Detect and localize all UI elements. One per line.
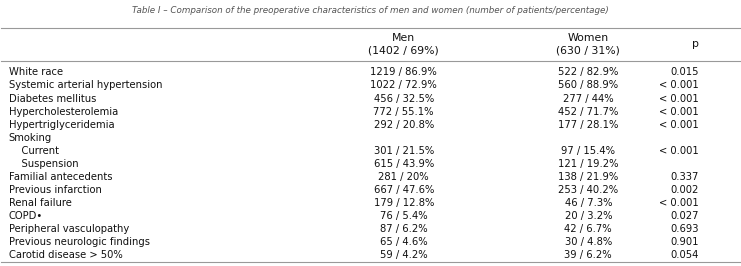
Text: 0.901: 0.901 — [671, 237, 699, 247]
Text: 277 / 44%: 277 / 44% — [563, 94, 614, 103]
Text: 0.002: 0.002 — [671, 185, 699, 195]
Text: 615 / 43.9%: 615 / 43.9% — [373, 159, 433, 169]
Text: Smoking: Smoking — [9, 133, 52, 143]
Text: White race: White race — [9, 67, 63, 77]
Text: 30 / 4.8%: 30 / 4.8% — [565, 237, 612, 247]
Text: 1219 / 86.9%: 1219 / 86.9% — [370, 67, 437, 77]
Text: 0.337: 0.337 — [671, 172, 699, 182]
Text: 522 / 82.9%: 522 / 82.9% — [558, 67, 619, 77]
Text: 0.054: 0.054 — [671, 251, 699, 260]
Text: COPD•: COPD• — [9, 211, 43, 221]
Text: 292 / 20.8%: 292 / 20.8% — [373, 120, 433, 130]
Text: Carotid disease > 50%: Carotid disease > 50% — [9, 251, 122, 260]
Text: 456 / 32.5%: 456 / 32.5% — [373, 94, 433, 103]
Text: 59 / 4.2%: 59 / 4.2% — [380, 251, 428, 260]
Text: 138 / 21.9%: 138 / 21.9% — [558, 172, 619, 182]
Text: 1022 / 72.9%: 1022 / 72.9% — [370, 81, 437, 90]
Text: 65 / 4.6%: 65 / 4.6% — [380, 237, 428, 247]
Text: Hypercholesterolemia: Hypercholesterolemia — [9, 107, 118, 117]
Text: Women
(630 / 31%): Women (630 / 31%) — [556, 32, 620, 56]
Text: Peripheral vasculopathy: Peripheral vasculopathy — [9, 224, 129, 234]
Text: 0.015: 0.015 — [671, 67, 699, 77]
Text: < 0.001: < 0.001 — [659, 94, 699, 103]
Text: Previous neurologic findings: Previous neurologic findings — [9, 237, 150, 247]
Text: Renal failure: Renal failure — [9, 198, 72, 208]
Text: 560 / 88.9%: 560 / 88.9% — [558, 81, 618, 90]
Text: 667 / 47.6%: 667 / 47.6% — [373, 185, 434, 195]
Text: 0.027: 0.027 — [671, 211, 699, 221]
Text: 20 / 3.2%: 20 / 3.2% — [565, 211, 612, 221]
Text: 39 / 6.2%: 39 / 6.2% — [565, 251, 612, 260]
Text: 0.693: 0.693 — [671, 224, 699, 234]
Text: 177 / 28.1%: 177 / 28.1% — [558, 120, 619, 130]
Text: 281 / 20%: 281 / 20% — [379, 172, 429, 182]
Text: Suspension: Suspension — [9, 159, 79, 169]
Text: 46 / 7.3%: 46 / 7.3% — [565, 198, 612, 208]
Text: 97 / 15.4%: 97 / 15.4% — [561, 146, 615, 156]
Text: 301 / 21.5%: 301 / 21.5% — [373, 146, 433, 156]
Text: < 0.001: < 0.001 — [659, 107, 699, 117]
Text: Familial antecedents: Familial antecedents — [9, 172, 113, 182]
Text: 121 / 19.2%: 121 / 19.2% — [558, 159, 619, 169]
Text: Current: Current — [9, 146, 59, 156]
Text: < 0.001: < 0.001 — [659, 81, 699, 90]
Text: 179 / 12.8%: 179 / 12.8% — [373, 198, 434, 208]
Text: < 0.001: < 0.001 — [659, 120, 699, 130]
Text: Diabetes mellitus: Diabetes mellitus — [9, 94, 96, 103]
Text: Hypertriglyceridemia: Hypertriglyceridemia — [9, 120, 114, 130]
Text: Previous infarction: Previous infarction — [9, 185, 102, 195]
Text: < 0.001: < 0.001 — [659, 146, 699, 156]
Text: p: p — [692, 39, 699, 49]
Text: 772 / 55.1%: 772 / 55.1% — [373, 107, 434, 117]
Text: 87 / 6.2%: 87 / 6.2% — [380, 224, 428, 234]
Text: 452 / 71.7%: 452 / 71.7% — [558, 107, 619, 117]
Text: Men
(1402 / 69%): Men (1402 / 69%) — [368, 32, 439, 56]
Text: 253 / 40.2%: 253 / 40.2% — [558, 185, 618, 195]
Text: Table I – Comparison of the preoperative characteristics of men and women (numbe: Table I – Comparison of the preoperative… — [132, 6, 609, 15]
Text: < 0.001: < 0.001 — [659, 198, 699, 208]
Text: 42 / 6.7%: 42 / 6.7% — [565, 224, 612, 234]
Text: Systemic arterial hypertension: Systemic arterial hypertension — [9, 81, 162, 90]
Text: 76 / 5.4%: 76 / 5.4% — [380, 211, 428, 221]
